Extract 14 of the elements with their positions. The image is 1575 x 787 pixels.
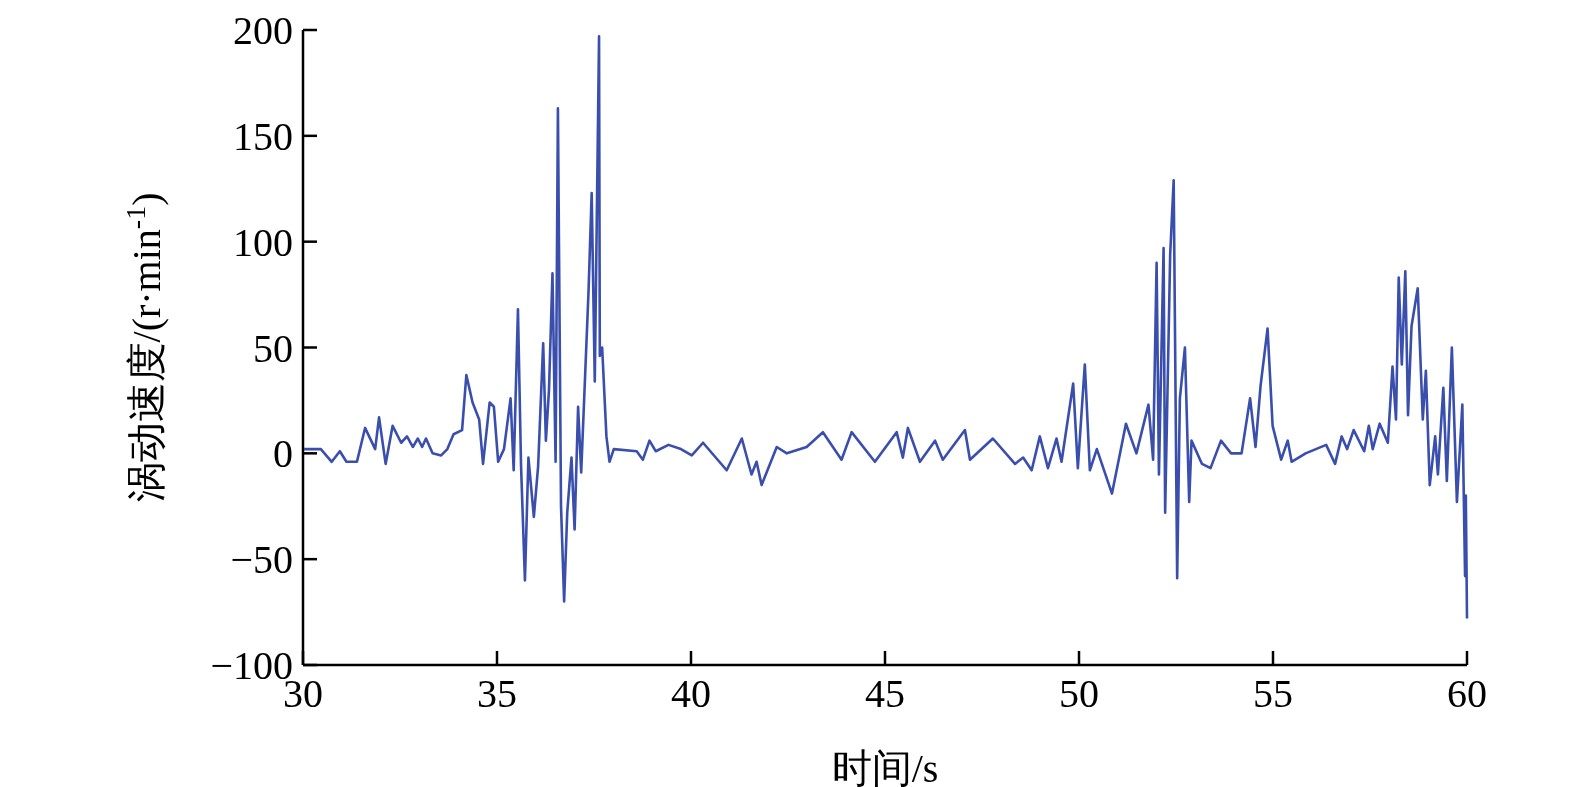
y-tick-label: −50 xyxy=(230,537,293,583)
y-tick-label: 100 xyxy=(233,219,293,265)
line-series xyxy=(302,35,1469,620)
y-tick-label: 150 xyxy=(233,113,293,159)
x-tick-label: 55 xyxy=(1253,671,1293,716)
x-tick-label: 35 xyxy=(477,671,517,716)
x-tick-label: 60 xyxy=(1447,671,1487,716)
x-axis-title: 时间/s xyxy=(831,746,939,787)
y-tick-label: 0 xyxy=(273,431,293,477)
y-tick-label: 50 xyxy=(253,325,293,371)
x-tick-label: 40 xyxy=(671,671,711,716)
y-tick-label: 200 xyxy=(233,8,293,53)
x-tick-label: 50 xyxy=(1059,671,1099,716)
x-tick-label: 45 xyxy=(865,671,905,716)
